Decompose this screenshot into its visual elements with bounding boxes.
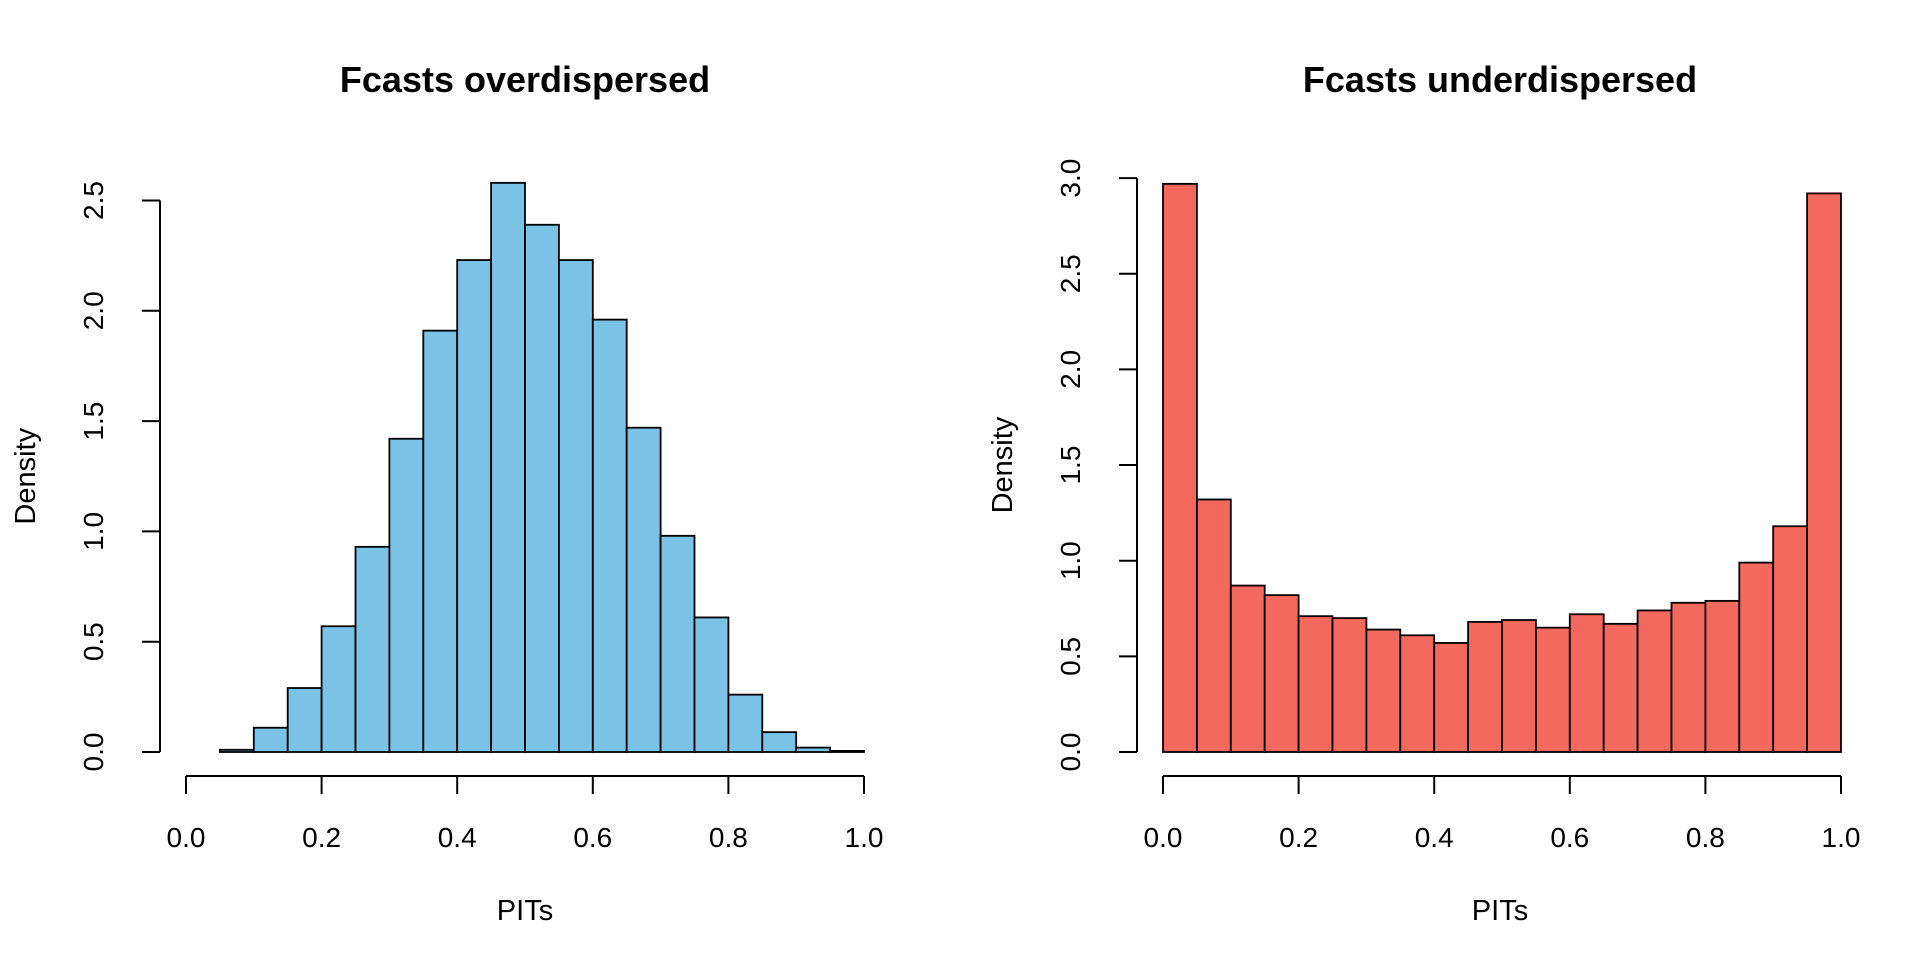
chart-title: Fcasts overdispersed bbox=[340, 59, 710, 100]
x-tick-label: 0.8 bbox=[709, 822, 748, 853]
x-tick-label: 0.6 bbox=[573, 822, 612, 853]
histogram-bar bbox=[1602, 622, 1639, 753]
histogram-bar bbox=[1670, 601, 1707, 753]
x-axis-label: PITs bbox=[497, 895, 553, 927]
histogram-bar bbox=[1636, 609, 1673, 753]
y-tick-label: 2.0 bbox=[1055, 350, 1086, 389]
y-tick-label: 0.0 bbox=[78, 733, 109, 772]
histogram-bar bbox=[659, 534, 696, 753]
histogram-bar bbox=[1297, 615, 1334, 753]
y-tick-label: 1.5 bbox=[78, 402, 109, 441]
histogram-bar bbox=[456, 259, 493, 753]
y-tick-label: 3.0 bbox=[1055, 159, 1086, 198]
y-tick-label: 2.5 bbox=[1055, 254, 1086, 293]
panel-1: Fcasts overdispersed 0.0 0.5 1.0 1.5 2.0 2.5 0.… bbox=[10, 59, 883, 927]
x-tick-label: 0.8 bbox=[1686, 822, 1725, 853]
histogram-bar bbox=[727, 693, 764, 753]
histogram-bar bbox=[693, 616, 730, 753]
x-tick-label: 0.6 bbox=[1550, 822, 1589, 853]
y-axis-label: Density bbox=[10, 427, 42, 524]
histogram-bar bbox=[218, 748, 255, 753]
y-tick-label: 1.0 bbox=[78, 512, 109, 551]
histogram-bar bbox=[1704, 599, 1741, 753]
histogram-bar bbox=[388, 437, 425, 753]
histogram-bar bbox=[490, 181, 526, 753]
x-tick-label: 0.2 bbox=[1279, 822, 1318, 853]
y-axis-label: Density bbox=[987, 416, 1019, 513]
histogram-bar bbox=[795, 746, 832, 753]
x-tick-label: 1.0 bbox=[1822, 822, 1861, 853]
histogram-bar bbox=[1772, 525, 1808, 753]
histogram-bar bbox=[1196, 498, 1232, 753]
x-tick-label: 0.2 bbox=[302, 822, 341, 853]
y-tick-label: 0.0 bbox=[1055, 733, 1086, 772]
histogram-bar bbox=[1365, 628, 1402, 753]
x-axis-label: PITs bbox=[1472, 895, 1528, 927]
x-tick-label: 1.0 bbox=[845, 822, 884, 853]
y-tick-label: 1.0 bbox=[1055, 541, 1086, 580]
y-tick-label: 2.0 bbox=[78, 291, 109, 330]
histogram-bar bbox=[320, 625, 357, 753]
chart-title: Fcasts underdispersed bbox=[1303, 59, 1697, 100]
histogram-bar bbox=[1568, 613, 1605, 753]
histogram-bar bbox=[1229, 584, 1266, 753]
histogram-bar bbox=[1501, 619, 1537, 753]
histogram-bar bbox=[1162, 182, 1198, 753]
histogram-bar bbox=[1433, 642, 1469, 753]
histogram-bar bbox=[829, 749, 865, 753]
histogram-bar bbox=[1738, 561, 1775, 753]
panel-2: Fcasts underdispersed 0.0 0.5 1.0 1.5 2.0 2.5 3… bbox=[987, 59, 1860, 927]
y-tick-label: 2.5 bbox=[78, 181, 109, 220]
histogram-bar bbox=[591, 318, 628, 753]
histogram-bar bbox=[524, 223, 560, 753]
histogram-bar bbox=[1467, 621, 1503, 753]
x-tick-label: 0.0 bbox=[1144, 822, 1183, 853]
y-tick-label: 0.5 bbox=[78, 622, 109, 661]
histogram-bar bbox=[1806, 192, 1842, 753]
histogram-bar bbox=[1399, 634, 1436, 753]
x-tick-label: 0.4 bbox=[438, 822, 477, 853]
histogram-bar bbox=[1263, 594, 1300, 753]
x-tick-label: 0.0 bbox=[167, 822, 206, 853]
y-tick-label: 1.5 bbox=[1055, 446, 1086, 485]
histogram-bar bbox=[625, 426, 662, 753]
histogram-bar bbox=[558, 259, 594, 753]
x-tick-label: 0.4 bbox=[1415, 822, 1454, 853]
histogram-bar bbox=[761, 731, 798, 753]
histogram-bar bbox=[252, 726, 289, 753]
histogram-bar bbox=[1535, 626, 1571, 753]
y-tick-label: 0.5 bbox=[1055, 637, 1086, 676]
histogram-bar bbox=[1331, 617, 1368, 753]
histogram-bar bbox=[422, 329, 459, 753]
histogram-bar bbox=[286, 687, 323, 753]
histogram-bar bbox=[354, 545, 391, 753]
